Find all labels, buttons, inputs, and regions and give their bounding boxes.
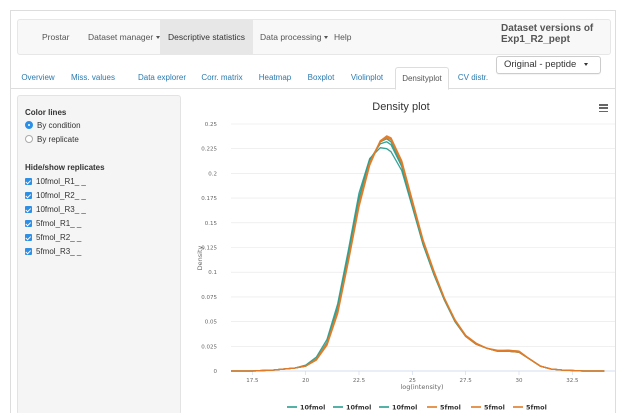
legend-item[interactable]: 10fmol — [287, 404, 325, 412]
y-tick-label: 0.075 — [201, 295, 217, 301]
series-line-1 — [231, 147, 605, 372]
tab-miss-values[interactable]: Miss. values — [70, 73, 115, 82]
radio-unselected-icon — [25, 135, 33, 143]
legend-label: 10fmol — [300, 404, 325, 412]
series-line-4 — [231, 137, 605, 372]
nav-item-prostar[interactable]: Prostar — [42, 32, 70, 42]
dataset-versions-title: Dataset versions of Exp1_R2_pept — [501, 23, 594, 45]
density-plot-svg: 0 0.025 0.05 0.075 0.1 0.125 0.15 0.175 0.2 0.225… — [196, 122, 615, 412]
series-line-5 — [231, 135, 605, 372]
checkbox-5fmol-r1[interactable]: 5fmol_R1_ _ — [25, 218, 81, 229]
navbar: Prostar Dataset manager Descriptive stat… — [17, 19, 611, 55]
tab-densityplot[interactable]: Densityplot — [395, 67, 449, 90]
checkbox-10fmol-r2[interactable]: 10fmol_R2_ _ — [25, 190, 86, 201]
checkbox-5fmol-r2[interactable]: 5fmol_R2_ _ — [25, 232, 81, 243]
legend-label: 5fmol — [484, 404, 505, 412]
chevron-down-icon — [324, 36, 329, 40]
density-chart: Density plot 0 0.025 0.05 0.075 0.1 0.125 0.15… — [187, 91, 615, 413]
checkbox-checked-icon — [25, 206, 32, 213]
color-lines-heading: Color lines — [25, 108, 67, 117]
x-tick-label: 22.5 — [353, 378, 366, 384]
x-tick-label: 20 — [302, 378, 309, 384]
y-tick-label: 0.175 — [201, 196, 217, 202]
tab-overview[interactable]: Overview — [21, 73, 55, 82]
legend-item[interactable]: 10fmol — [333, 404, 371, 412]
y-tick-label: 0.025 — [201, 344, 217, 350]
checkbox-checked-icon — [25, 248, 32, 255]
x-tick-label: 32.5 — [566, 378, 579, 384]
radio-by-condition[interactable]: By condition — [25, 120, 81, 131]
tab-bar: Overview Miss. values Data explorer Corr… — [11, 67, 615, 90]
radio-by-replicate[interactable]: By replicate — [25, 134, 79, 145]
nav-item-help[interactable]: Help — [334, 32, 352, 42]
tab-violinplot[interactable]: Violinplot — [350, 73, 384, 82]
dataset-version-select[interactable]: Original - peptide — [496, 56, 601, 74]
x-tick-label: 27.5 — [460, 378, 473, 384]
radio-selected-icon — [25, 121, 33, 129]
x-axis-label: log(intensity) — [400, 383, 443, 391]
y-tick-label: 0.15 — [205, 221, 218, 227]
legend-item[interactable]: 10fmol — [379, 404, 417, 412]
app-window: Prostar Dataset manager Descriptive stat… — [10, 10, 616, 413]
y-tick-label: 0.125 — [201, 246, 217, 252]
y-tick-label: 0 — [214, 369, 218, 375]
legend-item[interactable]: 5fmol — [471, 404, 505, 412]
checkbox-checked-icon — [25, 178, 32, 185]
y-tick-label: 0.1 — [208, 270, 217, 276]
y-tick-label: 0.25 — [205, 122, 218, 128]
legend-label: 5fmol — [440, 404, 461, 412]
checkbox-5fmol-r3[interactable]: 5fmol_R3_ _ — [25, 246, 81, 257]
checkbox-10fmol-r1[interactable]: 10fmol_R1_ _ — [25, 176, 86, 187]
series-line-2 — [231, 141, 605, 372]
y-axis-label: Density — [196, 245, 204, 270]
legend-item[interactable]: 5fmol — [427, 404, 461, 412]
legend-label: 10fmol — [346, 404, 371, 412]
nav-item-data-processing[interactable]: Data processing — [252, 20, 336, 54]
legend-label: 5fmol — [526, 404, 547, 412]
dataset-select-value: Original - peptide — [504, 59, 577, 70]
tab-heatmap[interactable]: Heatmap — [258, 73, 292, 82]
tab-boxplot[interactable]: Boxplot — [307, 73, 335, 82]
tab-data-explorer[interactable]: Data explorer — [137, 73, 187, 82]
tab-corr-matrix[interactable]: Corr. matrix — [201, 73, 243, 82]
checkbox-checked-icon — [25, 192, 32, 199]
chevron-down-icon — [156, 36, 161, 40]
checkbox-10fmol-r3[interactable]: 10fmol_R3_ _ — [25, 204, 86, 215]
y-tick-label: 0.05 — [205, 320, 218, 326]
x-tick-label: 25 — [409, 378, 416, 384]
sidebar-panel: Color lines By condition By replicate Hi… — [17, 95, 181, 413]
legend-item[interactable]: 5fmol — [513, 404, 547, 412]
nav-item-descriptive-statistics[interactable]: Descriptive statistics — [160, 20, 253, 54]
chevron-down-icon — [584, 62, 589, 66]
series-line-6 — [231, 136, 605, 372]
x-tick-label: 17.5 — [246, 378, 259, 384]
y-tick-label: 0.2 — [208, 171, 217, 177]
checkbox-checked-icon — [25, 220, 32, 227]
hamburger-menu-icon[interactable] — [599, 104, 608, 113]
chart-title: Density plot — [372, 101, 430, 113]
y-tick-label: 0.225 — [201, 147, 217, 153]
checkbox-checked-icon — [25, 234, 32, 241]
replicates-heading: Hide/show replicates — [25, 163, 105, 172]
x-tick-label: 30 — [516, 378, 523, 384]
nav-item-dataset-manager[interactable]: Dataset manager — [80, 20, 168, 54]
legend-label: 10fmol — [392, 404, 417, 412]
tab-cv-distr[interactable]: CV distr. — [457, 73, 489, 82]
